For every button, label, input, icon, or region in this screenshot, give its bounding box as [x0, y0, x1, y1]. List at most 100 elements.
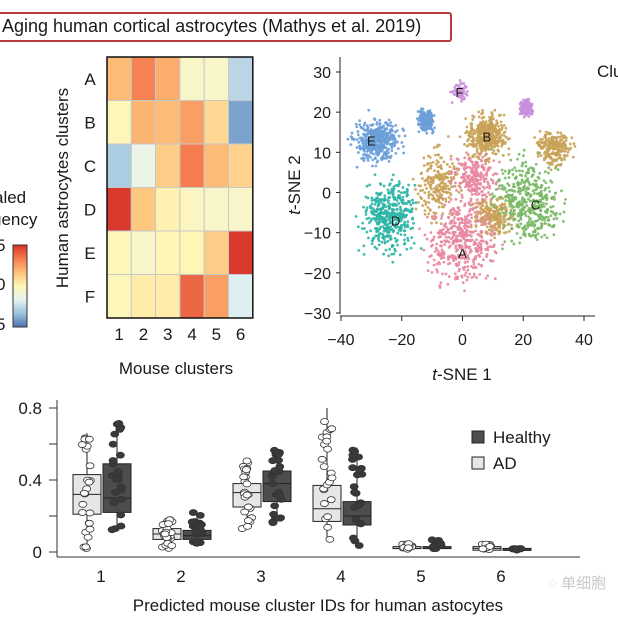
tsne-point	[546, 154, 550, 158]
tsne-point	[554, 213, 557, 217]
tsne-point	[552, 217, 556, 221]
tsne-point	[558, 149, 562, 153]
tsne-point	[478, 123, 481, 127]
tsne-point	[384, 146, 388, 150]
tsne-point	[469, 223, 473, 227]
tsne-point	[464, 271, 468, 275]
tsne-point	[424, 202, 428, 206]
heatmap-cell	[155, 187, 181, 232]
tsne-point	[403, 220, 407, 224]
tsne-point	[458, 135, 462, 139]
box-data-point	[188, 509, 198, 516]
tsne-point	[470, 276, 474, 279]
tsne-point	[378, 118, 382, 122]
tsne-point	[498, 222, 502, 226]
tsne-point	[392, 185, 396, 189]
tsne-point	[549, 141, 553, 145]
tsne-point	[449, 176, 453, 180]
tsne-point	[435, 162, 438, 166]
tsne-point	[390, 245, 394, 249]
tsne-point	[492, 243, 496, 247]
tsne-point	[544, 130, 548, 134]
tsne-point	[385, 153, 389, 157]
tsne-point	[378, 122, 382, 125]
tsne-point	[365, 206, 369, 210]
tsne-point	[541, 138, 544, 141]
tsne-point	[487, 157, 491, 160]
tsne-point	[519, 182, 523, 186]
tsne-point	[417, 119, 421, 123]
tsne-point	[432, 211, 436, 215]
tsne-point	[388, 182, 392, 186]
tsne-point	[494, 213, 498, 217]
tsne-point	[490, 124, 494, 128]
tsne-point	[403, 229, 407, 233]
heatmap-cell	[179, 143, 205, 188]
tsne-point	[442, 256, 446, 259]
box-xlabel: Predicted mouse cluster IDs for human as…	[133, 596, 503, 615]
tsne-point	[463, 177, 466, 180]
tsne-point	[502, 214, 506, 218]
tsne-point	[470, 178, 474, 182]
tsne-point	[438, 191, 441, 195]
tsne-point	[357, 140, 361, 144]
tsne-point	[561, 220, 565, 223]
tsne-point	[363, 152, 367, 156]
tsne-point	[551, 205, 555, 208]
box-data-point	[164, 520, 173, 527]
tsne-point	[450, 253, 454, 257]
tsne-point	[464, 256, 468, 260]
tsne-point	[474, 229, 478, 233]
tsne-point	[361, 221, 365, 225]
tsne-point	[377, 135, 380, 139]
box-data-point	[78, 500, 88, 508]
tsne-point	[405, 202, 408, 206]
tsne-point	[457, 223, 461, 227]
tsne-point	[387, 230, 391, 234]
tsne-point	[425, 120, 428, 124]
tsne-point	[369, 137, 373, 141]
tsne-cluster-label: E	[367, 133, 376, 148]
tsne-point	[364, 142, 368, 146]
tsne-point	[428, 209, 432, 212]
tsne-point	[357, 249, 361, 252]
tsne-point	[443, 243, 446, 246]
box-data-point	[84, 435, 94, 443]
tsne-point	[431, 130, 435, 134]
box-data-point	[107, 526, 117, 534]
tsne-point	[390, 129, 394, 133]
tsne-point	[497, 212, 501, 215]
tsne-point	[549, 155, 553, 159]
tsne-point	[478, 153, 482, 156]
tsne-point	[359, 126, 363, 129]
tsne-point	[474, 224, 478, 227]
box-data-point	[327, 474, 337, 482]
heatmap-col-label: 4	[187, 325, 196, 344]
tsne-point	[387, 191, 391, 194]
tsne-point	[503, 220, 507, 224]
tsne-point	[559, 138, 562, 142]
tsne-point	[367, 236, 370, 240]
heatmap-cell	[155, 143, 181, 188]
tsne-point	[452, 254, 456, 258]
tsne-point	[389, 225, 393, 229]
tsne-point	[521, 169, 524, 173]
tsne-point	[490, 192, 494, 196]
tsne-point	[468, 166, 472, 169]
tsne-point	[527, 223, 531, 227]
tsne-point	[509, 201, 512, 205]
tsne-point	[546, 132, 550, 136]
tsne-point	[448, 187, 452, 191]
tsne-point	[528, 218, 532, 221]
heatmap-cell	[203, 100, 229, 145]
tsne-point	[480, 190, 484, 194]
tsne-point	[464, 217, 468, 221]
tsne-point	[486, 246, 490, 249]
tsne-point	[375, 146, 379, 150]
tsne-point	[456, 210, 459, 214]
tsne-point	[525, 193, 529, 197]
tsne-point	[443, 203, 447, 207]
tsne-point	[464, 171, 468, 174]
tsne-point	[379, 191, 383, 195]
tsne-point	[544, 186, 548, 190]
